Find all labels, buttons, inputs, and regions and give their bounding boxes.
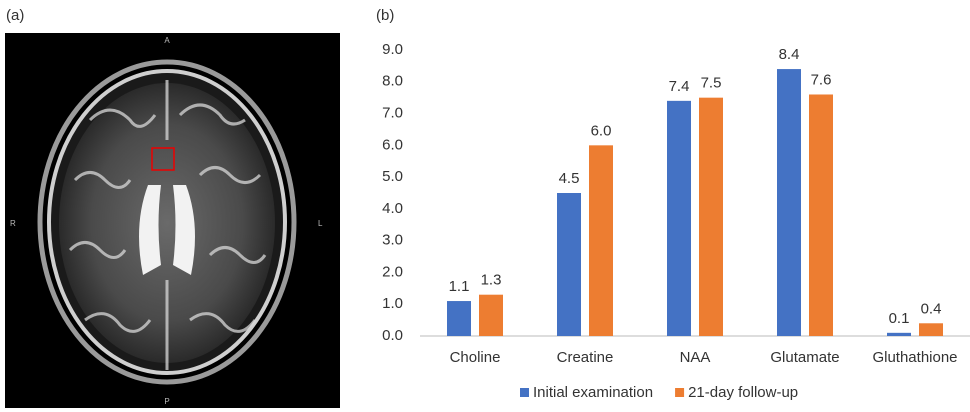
value-label: 6.0: [591, 122, 612, 139]
y-tick-label: 4.0: [382, 200, 403, 217]
bar: [919, 323, 943, 336]
y-tick-label: 8.0: [382, 73, 403, 90]
value-label: 1.1: [449, 278, 470, 295]
legend-swatch: [520, 388, 529, 397]
y-tick-label: 7.0: [382, 105, 403, 122]
legend-swatch: [675, 388, 685, 397]
x-tick-label: Gluthathione: [872, 349, 957, 366]
bar: [777, 69, 801, 337]
bar: [667, 100, 691, 336]
value-label: 7.4: [669, 78, 690, 95]
y-tick-label: 5.0: [382, 168, 403, 185]
value-label: 0.4: [921, 300, 942, 317]
bar: [699, 97, 723, 337]
bar: [557, 193, 581, 336]
bar: [809, 94, 833, 336]
value-label: 0.1: [889, 310, 910, 327]
y-tick-label: 0.0: [382, 327, 403, 344]
bar: [589, 145, 613, 336]
value-label: 4.5: [559, 170, 580, 187]
x-tick-label: Choline: [450, 349, 501, 366]
legend-label: 21-day follow-up: [688, 384, 798, 401]
orientation-label: L: [318, 219, 323, 228]
orientation-label: R: [10, 219, 16, 228]
mri-image: [5, 33, 340, 408]
bar: [887, 332, 911, 336]
bar: [479, 294, 503, 336]
panel-label: (a): [6, 7, 24, 24]
legend-label: Initial examination: [533, 384, 653, 401]
orientation-label: A: [164, 36, 170, 45]
panel-label: (b): [376, 7, 394, 24]
value-label: 7.5: [701, 75, 722, 92]
x-tick-label: NAA: [680, 349, 711, 366]
y-tick-label: 2.0: [382, 263, 403, 280]
orientation-label: P: [164, 397, 169, 406]
y-tick-label: 3.0: [382, 232, 403, 249]
bar: [447, 301, 471, 336]
value-label: 1.3: [481, 272, 502, 289]
value-label: 8.4: [779, 46, 800, 63]
y-tick-label: 6.0: [382, 136, 403, 153]
x-tick-label: Glutamate: [770, 349, 839, 366]
y-tick-label: 9.0: [382, 41, 403, 58]
x-tick-label: Creatine: [557, 349, 614, 366]
y-tick-label: 1.0: [382, 295, 403, 312]
value-label: 7.6: [811, 71, 832, 88]
